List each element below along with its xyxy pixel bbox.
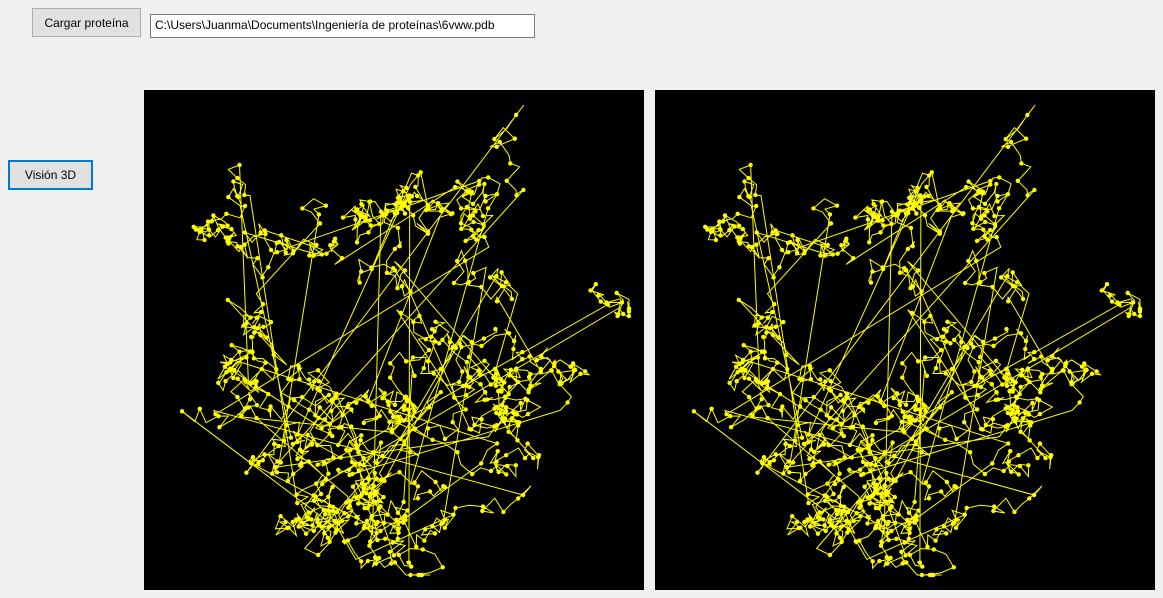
backbone-chain (179, 104, 632, 578)
protein-view-left[interactable] (144, 90, 644, 590)
protein-structure-left (179, 104, 632, 578)
protein-view-right[interactable] (655, 90, 1155, 590)
backbone-chain (691, 104, 1143, 578)
vision-3d-button[interactable]: Visión 3D (8, 160, 93, 190)
protein-structure-right (691, 104, 1143, 578)
file-path-field[interactable]: C:\Users\Juanma\Documents\Ingeniería de … (150, 14, 535, 38)
load-protein-button[interactable]: Cargar proteína (32, 8, 141, 37)
